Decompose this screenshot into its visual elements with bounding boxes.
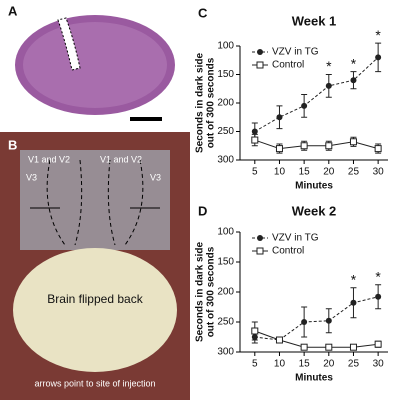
series-line [254, 330, 379, 348]
tissue-texture [23, 22, 167, 108]
data-point [301, 319, 308, 325]
x-tick-label: 10 [274, 359, 286, 370]
brain [13, 248, 177, 372]
data-point [301, 102, 308, 109]
legend-marker [257, 49, 263, 55]
chart-title: Week 1 [292, 13, 337, 28]
data-point [349, 343, 357, 351]
data-point [325, 317, 332, 324]
legend-label: VZV in TG [272, 233, 319, 244]
lesion-outline [57, 17, 81, 71]
data-point [325, 343, 333, 351]
x-tick-label: 25 [348, 359, 360, 370]
y-tick-label: 150 [217, 69, 234, 80]
x-tick-label: 30 [373, 359, 385, 370]
x-tick-label: 15 [299, 167, 311, 178]
data-point [350, 299, 357, 306]
y-axis-label: out of 300 seconds [206, 57, 217, 148]
panel-label: D [198, 203, 207, 218]
x-tick-label: 20 [323, 359, 335, 370]
x-tick-label: 10 [274, 167, 286, 178]
x-tick-label: 15 [299, 359, 311, 370]
x-axis-label: Minutes [295, 373, 333, 384]
legend-label: Control [272, 246, 304, 257]
legend-label: VZV in TG [272, 47, 319, 58]
photo-caption: arrows point to site of injection [34, 378, 155, 388]
data-point [374, 340, 382, 348]
series-line [254, 296, 379, 341]
legend-marker [256, 247, 264, 255]
data-point [300, 142, 308, 150]
data-point [251, 327, 259, 335]
significance-mark: * [326, 58, 332, 74]
photo-label: V1 and V2 [100, 154, 142, 164]
x-tick-label: 5 [252, 359, 258, 370]
x-tick-label: 25 [348, 167, 360, 178]
data-point [251, 136, 259, 144]
data-point [300, 343, 308, 351]
significance-mark: * [351, 55, 357, 71]
significance-mark: * [375, 27, 381, 43]
data-point [350, 77, 357, 84]
data-point [375, 293, 382, 300]
y-tick-label: 250 [217, 126, 234, 137]
panel-label: A [8, 3, 18, 18]
data-point [275, 336, 283, 344]
legend-marker [256, 61, 264, 69]
y-tick-label: 100 [217, 227, 234, 238]
scale-bar [130, 117, 162, 121]
data-point [374, 145, 382, 153]
legend-marker [257, 235, 263, 241]
data-point [349, 138, 357, 146]
y-tick-label: 200 [217, 98, 234, 109]
panel-label: C [198, 5, 208, 20]
skull-base [20, 150, 170, 250]
y-tick-label: 100 [217, 41, 234, 52]
x-axis-label: Minutes [295, 181, 333, 192]
y-tick-label: 150 [217, 257, 234, 268]
y-tick-label: 250 [217, 317, 234, 328]
photo-label: Brain flipped back [47, 292, 143, 306]
photo-label: V3 [150, 172, 161, 182]
y-axis-label: Seconds in dark side [195, 242, 206, 342]
data-point [275, 145, 283, 153]
x-tick-label: 5 [252, 167, 258, 178]
y-tick-label: 300 [217, 347, 234, 358]
data-point [325, 82, 332, 89]
panel-label: B [8, 137, 17, 152]
chart-title: Week 2 [292, 203, 337, 218]
series-line [254, 139, 379, 150]
photo-label: V1 and V2 [28, 154, 70, 164]
y-axis-label: Seconds in dark side [195, 53, 206, 153]
y-tick-label: 200 [217, 287, 234, 298]
photo-label: V3 [26, 172, 37, 182]
y-tick-label: 300 [217, 155, 234, 166]
data-point [375, 54, 382, 61]
data-point [276, 114, 283, 121]
series-line [254, 57, 379, 132]
y-axis-label: out of 300 seconds [206, 246, 217, 337]
significance-mark: * [351, 272, 357, 288]
data-point [251, 128, 258, 135]
x-tick-label: 20 [323, 167, 335, 178]
data-point [325, 142, 333, 150]
significance-mark: * [375, 269, 381, 285]
legend-label: Control [272, 60, 304, 71]
x-tick-label: 30 [373, 167, 385, 178]
